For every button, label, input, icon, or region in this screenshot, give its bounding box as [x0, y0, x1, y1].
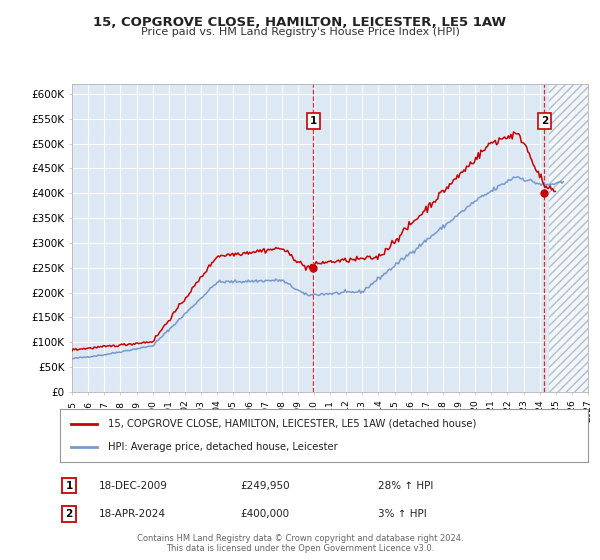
Text: 3% ↑ HPI: 3% ↑ HPI	[378, 509, 427, 519]
Bar	[549, 84, 588, 392]
Text: 1: 1	[310, 116, 317, 126]
Text: 15, COPGROVE CLOSE, HAMILTON, LEICESTER, LE5 1AW (detached house): 15, COPGROVE CLOSE, HAMILTON, LEICESTER,…	[107, 419, 476, 429]
Text: £400,000: £400,000	[240, 509, 289, 519]
Text: £249,950: £249,950	[240, 480, 290, 491]
Text: Contains HM Land Registry data © Crown copyright and database right 2024.
This d: Contains HM Land Registry data © Crown c…	[137, 534, 463, 553]
Text: HPI: Average price, detached house, Leicester: HPI: Average price, detached house, Leic…	[107, 442, 337, 452]
Bar	[549, 84, 588, 392]
Text: 1: 1	[65, 480, 73, 491]
Text: 2: 2	[65, 509, 73, 519]
Text: 15, COPGROVE CLOSE, HAMILTON, LEICESTER, LE5 1AW: 15, COPGROVE CLOSE, HAMILTON, LEICESTER,…	[94, 16, 506, 29]
Text: 28% ↑ HPI: 28% ↑ HPI	[378, 480, 433, 491]
Text: Price paid vs. HM Land Registry's House Price Index (HPI): Price paid vs. HM Land Registry's House …	[140, 27, 460, 37]
Text: 18-DEC-2009: 18-DEC-2009	[99, 480, 168, 491]
Text: 18-APR-2024: 18-APR-2024	[99, 509, 166, 519]
Text: 2: 2	[541, 116, 548, 126]
